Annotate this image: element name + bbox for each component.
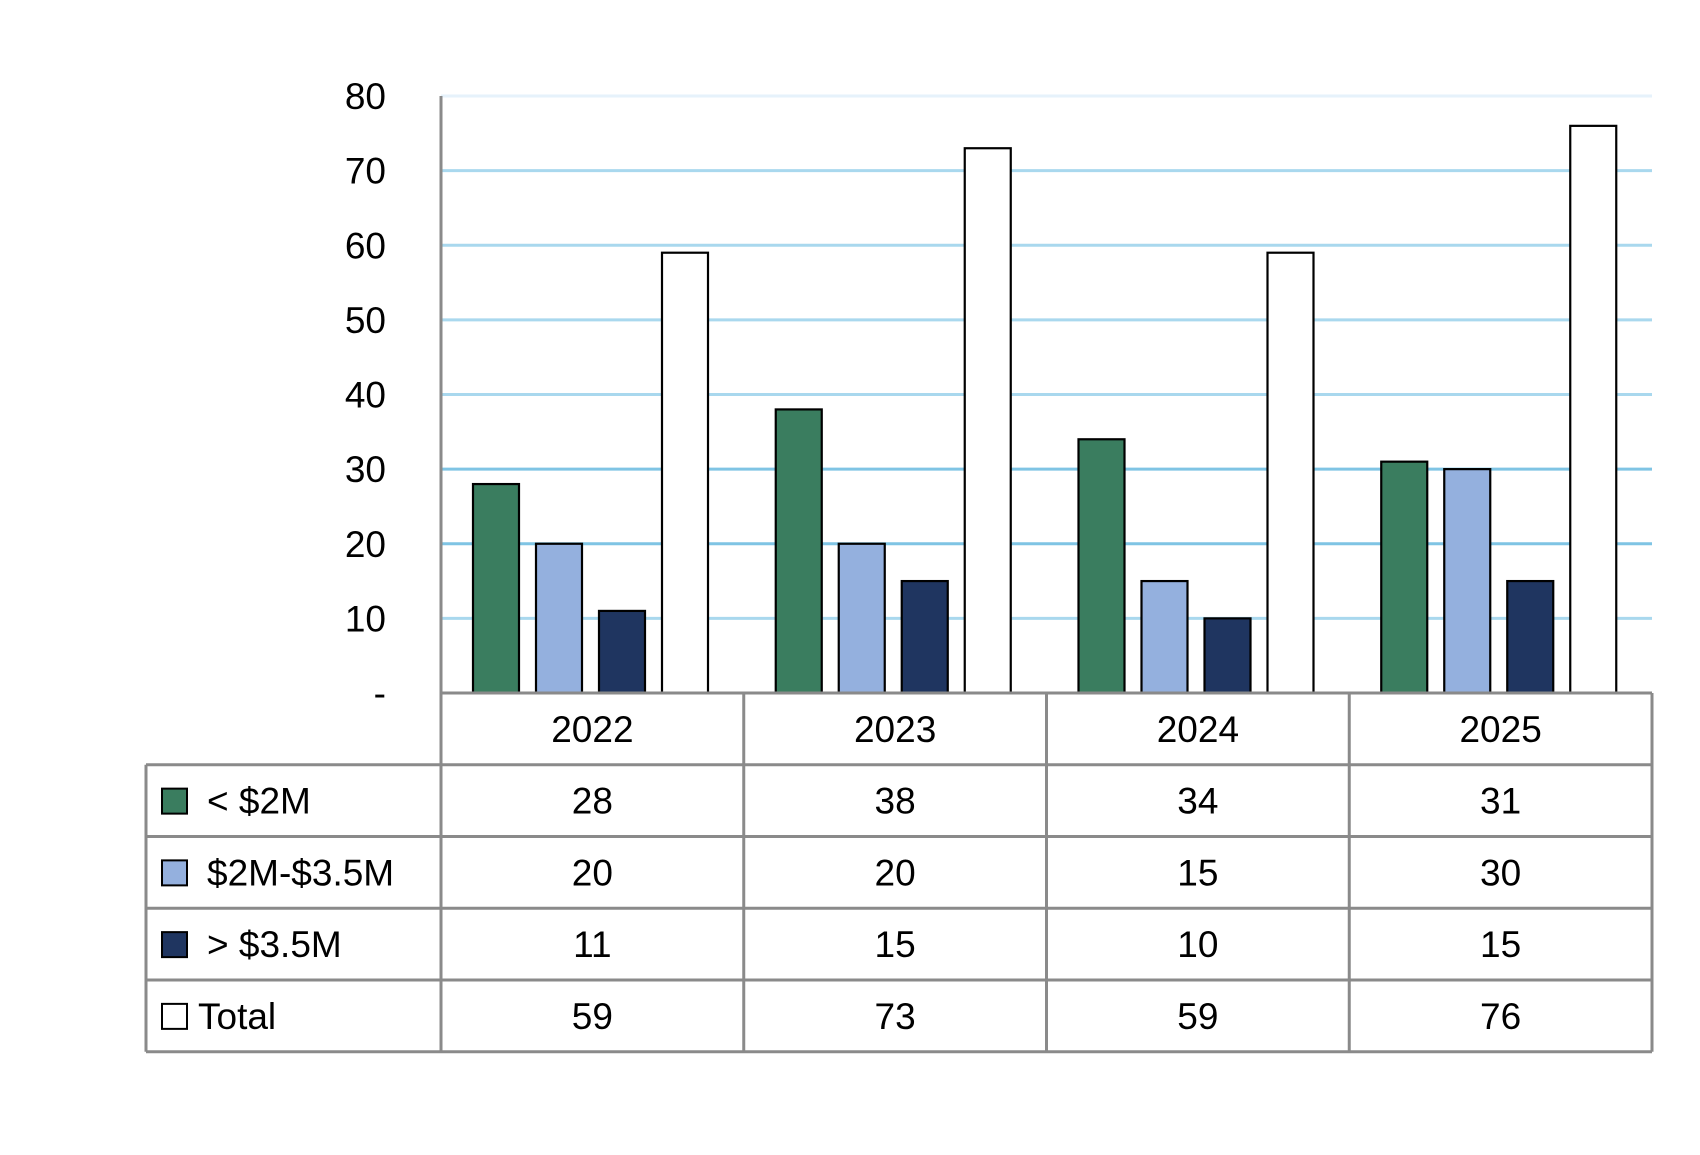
data-label-2023-series-0: 38 [875, 781, 916, 822]
legend-swatch-0 [161, 787, 188, 815]
bar-2023-series-3 [963, 147, 1012, 695]
legend-label-0: < $2M [207, 781, 311, 822]
data-label-2022-series-1: 20 [572, 852, 613, 893]
y-tick-label-80: 80 [345, 76, 386, 117]
legend-label-2: > $3.5M [207, 924, 342, 965]
bar-2022-series-3 [660, 251, 710, 695]
data-label-2025-series-2: 15 [1480, 924, 1521, 965]
gridlines [441, 94, 1652, 620]
bar-2025-series-3 [1569, 124, 1618, 695]
category-label-2025: 2025 [1459, 709, 1541, 750]
data-label-2023-series-1: 20 [875, 852, 916, 893]
legend-swatch-1 [161, 859, 188, 887]
data-label-2022-series-2: 11 [573, 924, 611, 965]
bar-2024-series-1 [1140, 579, 1189, 695]
data-table: 2022 2023 2024 2025 < $2M 28 38 34 31 $2M-$3.5M 20… [144, 96, 1654, 1054]
y-tick-label-60: 60 [345, 225, 386, 266]
category-label-2022: 2022 [551, 709, 633, 750]
y-axis: - 10 20 30 40 50 60 70 80 [345, 76, 386, 714]
bar-2025-series-0 [1380, 460, 1429, 695]
category-label-2024: 2024 [1157, 709, 1239, 750]
data-label-2023-series-3: 73 [875, 996, 916, 1037]
legend-label-3: Total [198, 996, 276, 1037]
bar-2023-series-2 [900, 579, 949, 695]
bar-2025-series-2 [1506, 579, 1555, 695]
bar-2024-series-2 [1203, 617, 1252, 695]
data-label-2023-series-2: 15 [875, 924, 916, 965]
y-tick-label-50: 50 [345, 300, 386, 341]
bar-2022-series-2 [597, 609, 647, 695]
data-label-2024-series-2: 10 [1177, 924, 1218, 965]
data-label-2025-series-3: 76 [1480, 996, 1521, 1037]
legend-swatch-2 [161, 931, 188, 959]
bar-2025-series-1 [1443, 468, 1492, 695]
data-label-2022-series-3: 59 [572, 996, 613, 1037]
data-label-2024-series-3: 59 [1177, 996, 1218, 1037]
y-tick-label-20: 20 [345, 524, 386, 565]
legend-label-1: $2M-$3.5M [207, 852, 394, 893]
bar-2023-series-1 [837, 542, 886, 695]
bar-2024-series-3 [1266, 251, 1315, 695]
data-label-2025-series-0: 31 [1480, 781, 1521, 822]
legend-swatch-3 [161, 1002, 188, 1030]
y-tick-label-70: 70 [345, 151, 386, 192]
bar-2022-series-1 [534, 542, 584, 695]
y-tick-label-40: 40 [345, 375, 386, 416]
data-label-2022-series-0: 28 [572, 781, 613, 822]
bar-2022-series-0 [471, 482, 521, 695]
data-label-2024-series-0: 34 [1177, 781, 1218, 822]
data-label-2025-series-1: 30 [1480, 852, 1521, 893]
y-tick-label-10: 10 [345, 598, 386, 639]
bar-2023-series-0 [774, 408, 823, 695]
y-tick-label-30: 30 [345, 449, 386, 490]
data-label-2024-series-1: 15 [1177, 852, 1218, 893]
bar-2024-series-0 [1077, 438, 1126, 695]
category-label-2023: 2023 [854, 709, 936, 750]
y-tick-label-0: - [374, 673, 386, 714]
bars [471, 124, 1618, 695]
